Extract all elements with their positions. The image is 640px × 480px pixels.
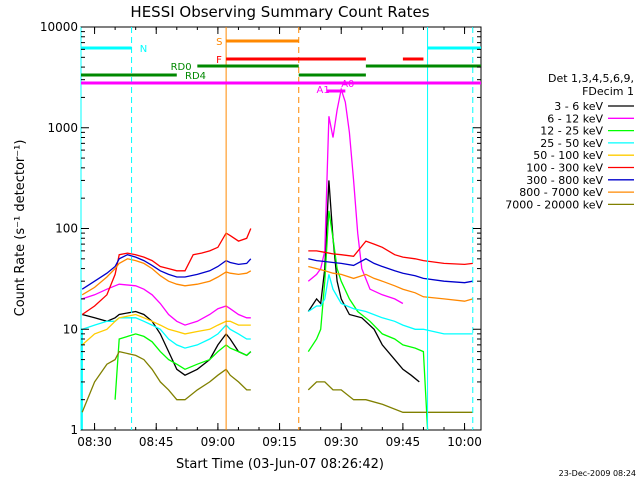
x-tick-label: 08:45 bbox=[139, 435, 174, 449]
flag-bar-label: RD4 bbox=[185, 71, 206, 82]
legend-header: Det 1,3,4,5,6,9, bbox=[548, 72, 634, 85]
series-group bbox=[81, 86, 404, 326]
y-tick-label: 1 bbox=[70, 423, 78, 437]
plot-frame bbox=[80, 26, 482, 431]
flag-bar-label: A0 bbox=[341, 79, 354, 90]
legend-entry-label: 100 - 300 keV bbox=[526, 162, 603, 175]
series-group bbox=[81, 350, 473, 413]
x-tick-label: 08:30 bbox=[77, 435, 112, 449]
legend-entry-label: 25 - 50 keV bbox=[540, 137, 603, 150]
legend-entry-label: 7000 - 20000 keV bbox=[505, 198, 603, 211]
legend-entry-label: 300 - 800 keV bbox=[526, 174, 603, 187]
x-tick-label: 09:00 bbox=[201, 435, 236, 449]
series-group bbox=[114, 210, 429, 431]
x-tick-label: 09:15 bbox=[262, 435, 297, 449]
series-line bbox=[114, 210, 429, 431]
flag-bar-label: N bbox=[140, 44, 147, 55]
series-group bbox=[81, 258, 473, 302]
y-tick-label: 100 bbox=[55, 222, 78, 236]
series-line bbox=[81, 86, 404, 326]
series-group bbox=[81, 274, 473, 430]
legend-entry-label: 3 - 6 keV bbox=[554, 100, 603, 113]
series-group bbox=[81, 254, 473, 290]
y-tick-label: 1000 bbox=[47, 121, 78, 135]
legend-entry-label: 6 - 12 keV bbox=[547, 112, 603, 125]
series-line bbox=[81, 274, 473, 430]
y-tick-label: 10000 bbox=[40, 20, 78, 34]
flag-bar-label: F bbox=[216, 55, 222, 66]
legend-header: FDecim 1 bbox=[582, 85, 634, 98]
flag-bar-label: A1 bbox=[317, 85, 330, 96]
flag-bar-label: RD0 bbox=[171, 62, 192, 73]
series-line bbox=[82, 180, 420, 383]
y-tick-label: 10 bbox=[63, 322, 78, 336]
x-axis-label: Start Time (03-Jun-07 08:26:42) bbox=[176, 457, 384, 472]
series-group bbox=[81, 313, 251, 346]
legend-entry-label: 800 - 7000 keV bbox=[519, 186, 603, 199]
series-line bbox=[81, 228, 473, 316]
vertical-marker-layer bbox=[80, 27, 474, 430]
series-layer bbox=[81, 86, 473, 431]
axes-layer: 08:30 08:45 09:00 09:15 09:30 09:45 10:00 1 10 10… bbox=[40, 20, 482, 449]
series-line bbox=[81, 258, 473, 302]
series-line bbox=[81, 313, 251, 346]
x-tick-label: 09:45 bbox=[386, 435, 421, 449]
series-group bbox=[82, 180, 420, 383]
y-axis-label: Count Rate (s⁻¹ detector⁻¹) bbox=[13, 140, 28, 317]
x-tick-label: 09:30 bbox=[324, 435, 359, 449]
chart-title: HESSI Observing Summary Count Rates bbox=[130, 3, 429, 21]
legend-entry-label: 12 - 25 keV bbox=[540, 125, 603, 138]
legend-entry-label: 50 - 100 keV bbox=[533, 149, 603, 162]
x-tick-label: 10:00 bbox=[447, 435, 482, 449]
series-group bbox=[81, 228, 473, 316]
series-line bbox=[81, 350, 473, 413]
series-line bbox=[81, 254, 473, 290]
footer-timestamp: 23-Dec-2009 08:24 bbox=[559, 469, 636, 478]
flag-bar-label: S bbox=[216, 37, 222, 48]
